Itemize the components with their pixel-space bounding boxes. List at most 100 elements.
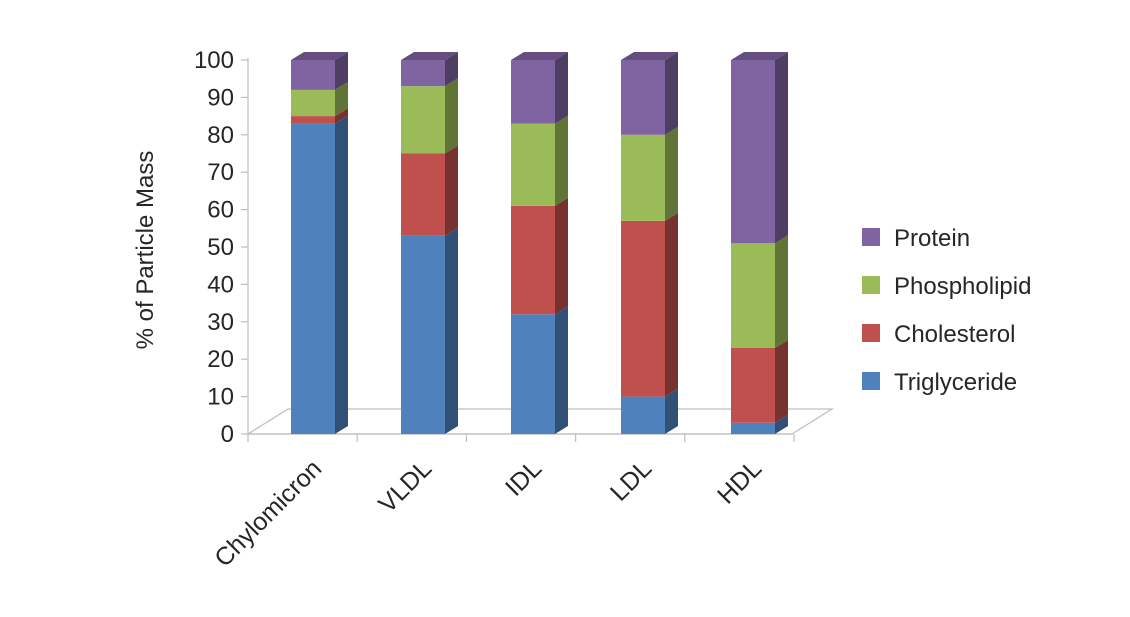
bar-front xyxy=(511,123,555,206)
bar-side xyxy=(445,78,458,154)
bar-side xyxy=(555,115,568,206)
x-tick-label-vldl: VLDL xyxy=(373,454,437,518)
bar-top xyxy=(291,52,348,60)
y-tick-label: 50 xyxy=(207,234,234,261)
bar-segment-phospholipid xyxy=(731,235,788,348)
legend-swatch xyxy=(862,372,880,390)
bar-side xyxy=(775,339,788,423)
y-tick-label: 60 xyxy=(207,197,234,224)
bar-front xyxy=(511,60,555,124)
bar-top xyxy=(401,52,458,60)
bar-segment-protein xyxy=(291,52,348,90)
legend-label: Cholesterol xyxy=(894,321,1015,348)
legend-swatch xyxy=(862,228,880,246)
legend-item-phospholipid: Phospholipid xyxy=(862,273,1031,300)
bar-side xyxy=(665,126,678,221)
bar-front xyxy=(731,347,775,423)
bar-segment-triglyceride xyxy=(511,306,568,434)
y-tick-label: 40 xyxy=(207,271,234,298)
bar-side xyxy=(775,414,788,434)
bar-front xyxy=(731,60,775,244)
legend-item-protein: Protein xyxy=(862,225,970,252)
y-tick-label: 90 xyxy=(207,84,234,111)
y-axis: 0 10 20 30 40 50 60 70 80 90 100 xyxy=(194,47,795,448)
bar-segment-triglyceride xyxy=(401,227,458,434)
bar-side xyxy=(555,52,568,124)
bar-stack-hdl xyxy=(731,52,788,434)
bar-segment-triglyceride xyxy=(731,414,788,434)
bar-stack-idl xyxy=(511,52,568,434)
y-axis-title: % of Particle Mass xyxy=(132,151,159,350)
bar-segment-triglyceride xyxy=(621,388,678,434)
bars xyxy=(291,52,788,434)
legend-item-cholesterol: Cholesterol xyxy=(862,321,1015,348)
bar-side xyxy=(445,145,458,236)
y-tick-label: 20 xyxy=(207,346,234,373)
bar-front xyxy=(511,205,555,315)
bar-stack-ldl xyxy=(621,52,678,434)
bar-front xyxy=(621,220,665,397)
bar-segment-cholesterol xyxy=(621,212,678,397)
legend-label: Protein xyxy=(894,225,970,252)
x-tick-label-ldl: LDL xyxy=(605,454,657,506)
bar-side xyxy=(665,388,678,434)
bar-side xyxy=(775,52,788,244)
bar-side xyxy=(335,115,348,434)
bar-segment-phospholipid xyxy=(511,115,568,206)
y-tick-label: 30 xyxy=(207,309,234,336)
bar-stack-chylomicron xyxy=(291,52,348,434)
bar-segment-cholesterol xyxy=(511,197,568,315)
bar-front xyxy=(401,235,445,434)
y-tick-label: 0 xyxy=(221,421,234,448)
bar-front xyxy=(401,153,445,236)
bar-side xyxy=(335,81,348,117)
bar-front xyxy=(401,86,445,154)
bar-top xyxy=(621,52,678,60)
bar-front xyxy=(291,116,335,124)
y-tick-label: 100 xyxy=(194,47,234,74)
bar-segment-triglyceride xyxy=(291,115,348,434)
bar-front xyxy=(621,60,665,135)
x-tick-label-idl: IDL xyxy=(500,454,547,501)
bar-front xyxy=(621,396,665,434)
bar-front xyxy=(291,123,335,434)
y-tick-label: 10 xyxy=(207,384,234,411)
legend-item-triglyceride: Triglyceride xyxy=(862,369,1017,396)
bar-front xyxy=(731,243,775,348)
legend: Protein Phospholipid Cholesterol Triglyceri… xyxy=(862,225,1031,396)
bar-segment-protein xyxy=(731,52,788,244)
bar-segment-protein xyxy=(401,52,458,87)
y-tick-label: 70 xyxy=(207,159,234,186)
y-tick-label: 80 xyxy=(207,122,234,149)
x-tick-label-hdl: HDL xyxy=(712,454,767,509)
bar-side xyxy=(335,108,348,124)
bar-segment-phospholipid xyxy=(401,78,458,154)
bar-front xyxy=(621,134,665,221)
bar-segment-cholesterol xyxy=(731,339,788,423)
bar-segment-phospholipid xyxy=(291,81,348,117)
bar-side xyxy=(555,306,568,434)
bar-top xyxy=(511,52,568,60)
bar-side xyxy=(665,212,678,397)
bar-top xyxy=(731,52,788,60)
bar-stack-vldl xyxy=(401,52,458,434)
bar-side xyxy=(775,235,788,348)
bar-front xyxy=(401,60,445,87)
bar-side xyxy=(445,227,458,434)
x-tick-label-chylomicron: Chylomicron xyxy=(209,454,327,572)
bar-segment-protein xyxy=(511,52,568,124)
bar-side xyxy=(665,52,678,135)
legend-swatch xyxy=(862,324,880,342)
x-axis-labels: Chylomicron VLDL IDL LDL HDL xyxy=(209,454,767,572)
bar-side xyxy=(445,52,458,87)
bar-side xyxy=(335,52,348,90)
legend-label: Triglyceride xyxy=(894,369,1017,396)
bar-segment-protein xyxy=(621,52,678,135)
bar-front xyxy=(291,89,335,117)
bar-segment-cholesterol xyxy=(291,108,348,124)
bar-segment-phospholipid xyxy=(621,126,678,221)
bar-front xyxy=(511,314,555,434)
bar-segment-cholesterol xyxy=(401,145,458,236)
